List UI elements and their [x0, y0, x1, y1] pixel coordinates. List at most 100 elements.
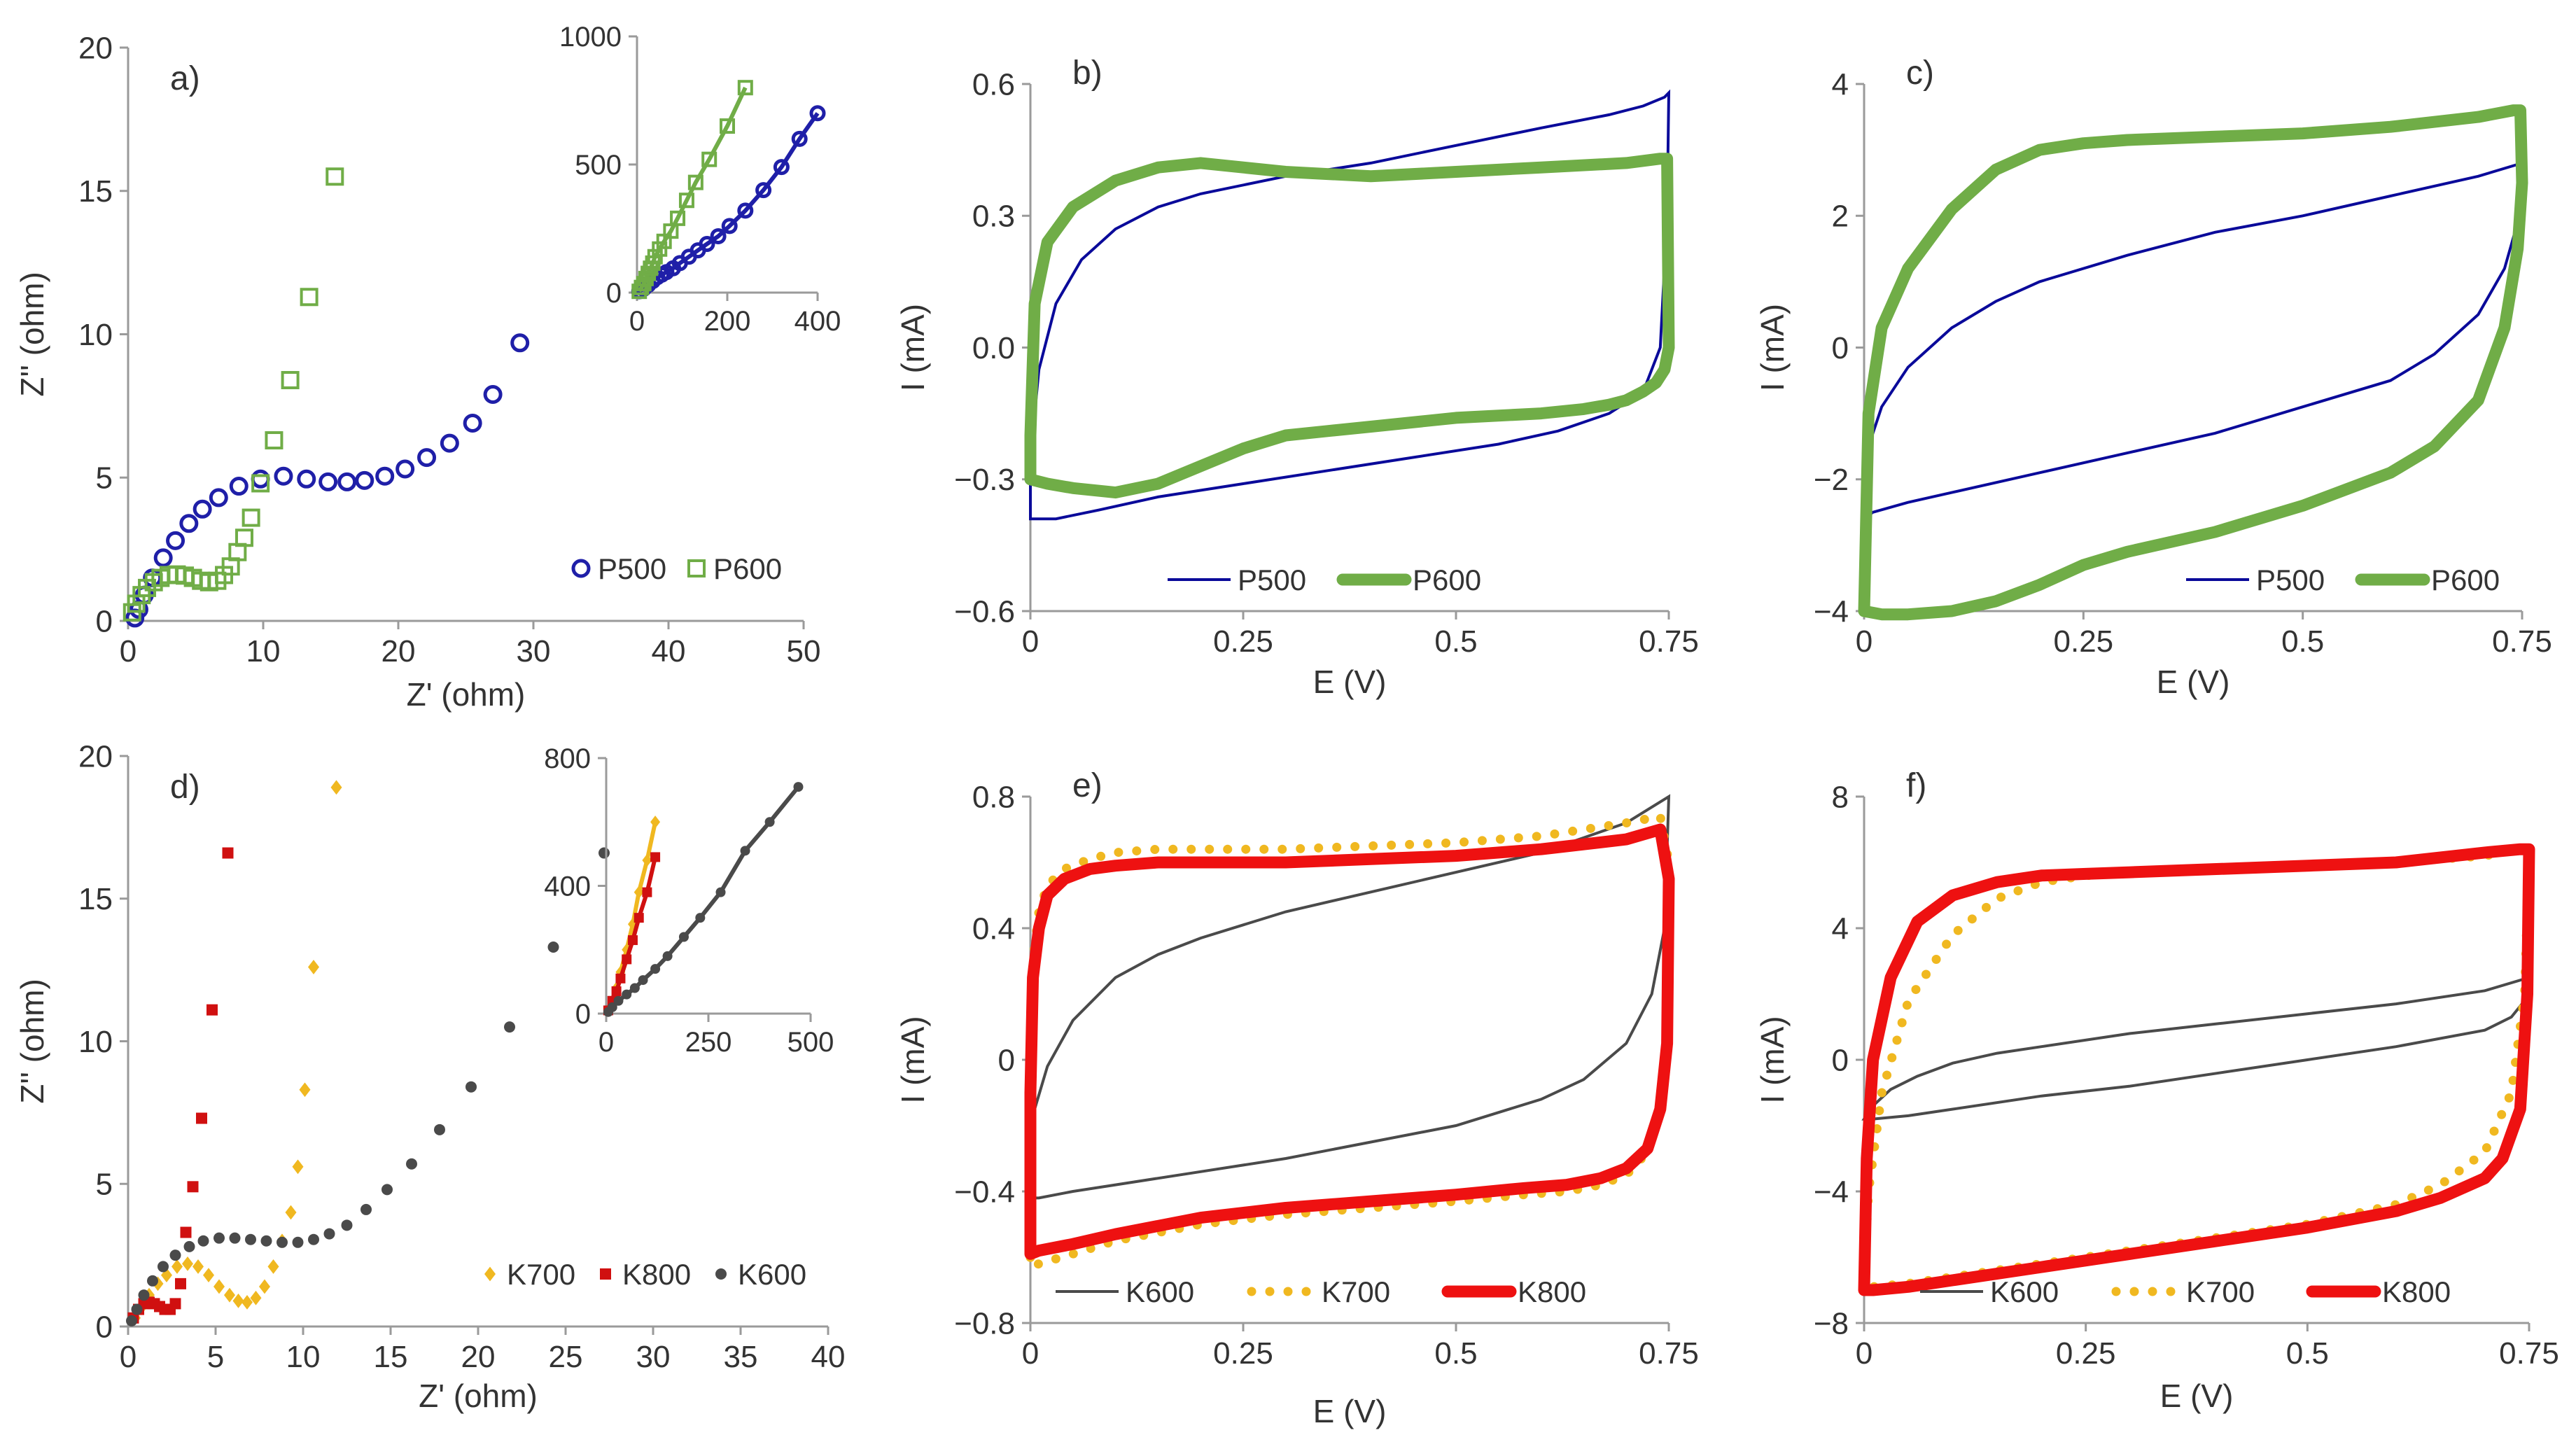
legend-label: K700 — [507, 1258, 575, 1291]
inset-point-K800 — [627, 935, 638, 946]
inset-point-K600 — [793, 782, 804, 792]
legend-label: P600 — [2431, 564, 2500, 596]
inset-x-tick-label: 0 — [629, 306, 645, 337]
data-point-P600 — [281, 371, 300, 390]
panel-title: d) — [170, 769, 200, 806]
inset-plot: 0 250 500 0 400 800 — [544, 743, 834, 1058]
x-tick-label: 15 — [374, 1340, 408, 1374]
y-tick-label: −8 — [1814, 1306, 1849, 1340]
data-point-K600 — [126, 1315, 137, 1326]
data-point-P500 — [192, 499, 212, 519]
cv-curve-P600 — [1858, 104, 2528, 621]
x-axis-label: E (V) — [1313, 664, 1387, 700]
inset-point-P500 — [710, 227, 727, 244]
series-K800 — [127, 847, 234, 1324]
legend-label: K600 — [1126, 1275, 1194, 1308]
inset-point-P600 — [720, 118, 735, 134]
legend-marker — [600, 1268, 611, 1280]
legend-label: K700 — [2186, 1275, 2255, 1308]
panel-title: b) — [1072, 55, 1102, 92]
y-axis-label: I (mA) — [895, 304, 931, 391]
legend: K600 K700 K800 — [1920, 1275, 2451, 1308]
data-point-P600 — [300, 288, 318, 307]
data-point-K600 — [158, 1261, 169, 1273]
legend-label: K700 — [1322, 1275, 1390, 1308]
x-tick-label: 0 — [120, 634, 136, 668]
inset-point-K800 — [615, 973, 626, 983]
x-tick-label: 0 — [1022, 1336, 1039, 1371]
data-point-K700 — [308, 960, 319, 974]
legend-item-P600: P600 — [2355, 564, 2500, 596]
data-point-K700 — [292, 1159, 304, 1175]
legend-marker — [571, 559, 591, 578]
inset-point-K800 — [642, 887, 652, 897]
inset-point-K800 — [650, 852, 661, 862]
data-point-K700 — [214, 1279, 225, 1294]
inset-series-K600 — [603, 782, 804, 1017]
series-P500 — [1862, 161, 2524, 522]
y-tick-label: 20 — [78, 739, 113, 774]
inset-y-tick-label: 400 — [544, 872, 591, 902]
data-point-K700 — [250, 1290, 262, 1306]
data-point-K800 — [222, 847, 234, 859]
inset-point-K600 — [695, 913, 706, 923]
data-point-K600 — [276, 1236, 288, 1248]
panel-c: 0 0.25 0.5 0.75 4 2 0 −2 −4 c) E (V) I (mA) P500 P600 — [1754, 55, 2552, 700]
data-point-K700 — [192, 1259, 204, 1274]
data-point-K600 — [434, 1124, 445, 1135]
y-tick-label: 4 — [1832, 67, 1849, 102]
inset-point-P600 — [678, 192, 694, 209]
data-point-K800 — [169, 1298, 181, 1310]
data-point-P500 — [375, 466, 395, 486]
inset-point-K700 — [634, 886, 644, 899]
inset-point-K600 — [607, 1002, 617, 1012]
y-axis-label: I (mA) — [1754, 1016, 1791, 1103]
x-tick-label: 35 — [724, 1340, 758, 1374]
legend-item-P600: P600 — [687, 552, 782, 585]
inset-y-tick-label: 500 — [575, 150, 622, 181]
y-tick-label: −4 — [1814, 1175, 1849, 1209]
cv-curve-K600 — [1861, 975, 2531, 1121]
data-point-P500 — [209, 488, 228, 507]
inset-point-K800 — [611, 986, 622, 997]
data-point-P500 — [510, 333, 530, 353]
data-point-P500 — [229, 477, 248, 496]
inset-point-P600 — [737, 80, 753, 96]
data-point-K700 — [299, 1082, 311, 1098]
data-point-K600 — [214, 1232, 225, 1244]
inset-point-K600 — [678, 932, 689, 942]
y-tick-label: 0.6 — [972, 67, 1015, 102]
y-tick-label: −4 — [1814, 594, 1849, 629]
inset-point-K600 — [764, 817, 775, 827]
inset-point-P500 — [809, 105, 826, 122]
data-point-K600 — [406, 1158, 417, 1170]
legend: P500 P600 — [571, 552, 782, 585]
x-tick-label: 40 — [652, 634, 686, 668]
inset-series-P500 — [631, 105, 826, 300]
legend-item-K600: K600 — [715, 1258, 806, 1291]
cv-curve-P600 — [1024, 153, 1675, 499]
legend-label: K600 — [738, 1258, 806, 1291]
data-point-P500 — [440, 433, 459, 453]
inset-point-K600 — [662, 951, 673, 961]
data-point-P500 — [337, 472, 357, 491]
y-tick-label: 2 — [1832, 200, 1849, 234]
inset-line-K700 — [606, 821, 658, 1011]
y-tick-label: 0 — [1832, 1043, 1849, 1077]
cv-curve-P500 — [1862, 161, 2524, 522]
data-point-P600 — [265, 431, 284, 450]
series-P600 — [122, 167, 344, 622]
y-tick-label: 0 — [1832, 331, 1849, 365]
legend-item-K700: K700 — [484, 1258, 575, 1291]
data-point-K700 — [224, 1287, 235, 1303]
panel-title: a) — [170, 60, 200, 97]
data-point-K600 — [183, 1240, 195, 1252]
inset-point-K800 — [634, 913, 644, 923]
y-axis-label: Z'' (ohm) — [14, 979, 50, 1104]
inset-point-K600 — [650, 964, 661, 974]
legend-label: K800 — [2382, 1275, 2451, 1308]
x-tick-label: 0.25 — [2056, 1336, 2116, 1371]
series-K700 — [1859, 844, 2534, 1292]
inset-point-P500 — [721, 218, 738, 234]
